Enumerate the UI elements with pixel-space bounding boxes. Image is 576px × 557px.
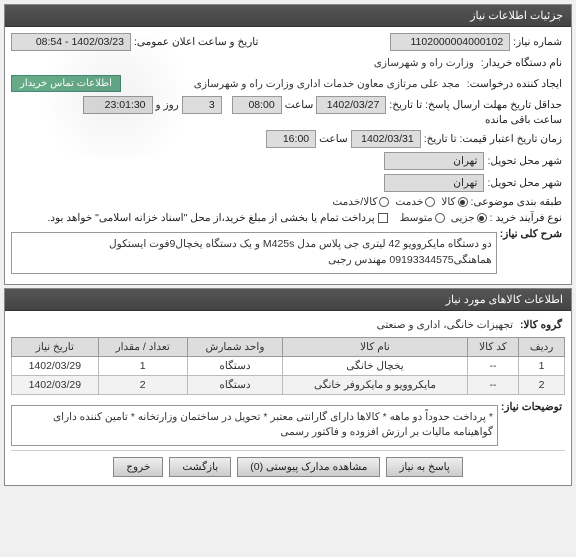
deadline-time: 08:00: [232, 96, 282, 114]
buy-type-radios: جزیی متوسط: [400, 212, 487, 224]
radio-minor[interactable]: [477, 213, 487, 223]
deadline-label: حداقل تاریخ مهلت ارسال پاسخ: تا تاریخ:: [386, 99, 565, 112]
radio-goods[interactable]: [458, 197, 468, 207]
exit-button[interactable]: خروج: [113, 457, 163, 477]
back-button[interactable]: بازگشت: [169, 457, 231, 477]
need-city-value: تهران: [384, 152, 484, 170]
radio-both[interactable]: [379, 197, 389, 207]
requester-value: مجد علی مرتازی معاون خدمات اداری وزارت ر…: [121, 76, 464, 92]
table-row: 1--یخچال خانگیدستگاه11402/03/29: [12, 356, 565, 375]
notes-box: * پرداخت حدوداً دو ماهه * کالاها دارای گ…: [11, 405, 498, 447]
treasury-checkbox[interactable]: [378, 213, 388, 223]
expire-date: 1402/03/31: [351, 130, 421, 148]
days-left: 3: [182, 96, 222, 114]
buyer-label: نام دستگاه خریدار:: [478, 57, 565, 69]
category-radios: کالا خدمت کالا/خدمت: [332, 196, 467, 208]
time-remaining-hms: 23:01:30: [83, 96, 153, 114]
contact-buyer-button[interactable]: اطلاعات تماس خریدار: [11, 75, 121, 92]
goods-table: ردیف کد کالا نام کالا واحد شمارش تعداد /…: [11, 337, 565, 395]
expire-time: 16:00: [266, 130, 316, 148]
need-no-label: شماره نیاز:: [510, 36, 565, 48]
main-desc-box: دو دستگاه مایکروویو 42 لیتری جی پلاس مدل…: [11, 232, 497, 274]
requester-label: ایجاد کننده درخواست:: [464, 78, 565, 90]
col-date: تاریخ نیاز: [12, 337, 99, 356]
buy-type-label: نوع فرآیند خرید :: [487, 212, 565, 224]
notes-label: توضیحات نیاز:: [498, 401, 565, 413]
buyer-value: وزارت راه و شهرسازی: [11, 55, 478, 71]
main-desc-label: شرح کلی نیاز:: [497, 228, 565, 240]
col-qty: تعداد / مقدار: [98, 337, 187, 356]
col-name: نام کالا: [283, 337, 467, 356]
category-label: طبقه بندی موضوعی:: [468, 196, 565, 208]
goods-info-panel: اطلاعات کالاهای مورد نیاز گروه کالا: تجه…: [4, 288, 572, 487]
table-row: 2--مایکروویو و مایکروفر خانگیدستگاه21402…: [12, 375, 565, 394]
group-label: گروه کالا:: [517, 319, 565, 331]
time-label-2: ساعت: [316, 133, 351, 145]
announce-value: 1402/03/23 - 08:54: [11, 33, 131, 51]
deliver-city-value: تهران: [384, 174, 484, 192]
need-city-label: شهر محل تحویل:: [484, 155, 565, 167]
days-label: روز و: [153, 99, 182, 111]
panel1-header: جزئیات اطلاعات نیاز: [5, 5, 571, 27]
announce-label: تاریخ و ساعت اعلان عمومی:: [131, 36, 261, 48]
radio-medium[interactable]: [435, 213, 445, 223]
col-unit: واحد شمارش: [187, 337, 283, 356]
need-details-panel: جزئیات اطلاعات نیاز شماره نیاز: 11020000…: [4, 4, 572, 285]
treasury-check-text: پرداخت تمام یا بخشی از مبلغ خرید،از محل …: [45, 212, 378, 224]
need-no-value: 1102000004000102: [390, 33, 510, 51]
footer-buttons: پاسخ به نیاز مشاهده مدارک پیوستی (0) باز…: [11, 450, 565, 479]
remaining-label: ساعت باقی مانده: [482, 114, 565, 126]
time-label-1: ساعت: [282, 99, 317, 111]
deadline-date: 1402/03/27: [316, 96, 386, 114]
deliver-city-label: شهر محل تحویل:: [484, 177, 565, 189]
col-code: کد کالا: [467, 337, 519, 356]
panel2-header: اطلاعات کالاهای مورد نیاز: [5, 289, 571, 311]
radio-service[interactable]: [425, 197, 435, 207]
col-row: ردیف: [519, 337, 565, 356]
answer-need-button[interactable]: پاسخ به نیاز: [386, 457, 462, 477]
group-value: تجهیزات خانگی، اداری و صنعتی: [11, 317, 517, 333]
expire-label: زمان تاریخ اعتبار قیمت: تا تاریخ:: [421, 133, 565, 146]
view-attachments-button[interactable]: مشاهده مدارک پیوستی (0): [237, 457, 380, 477]
